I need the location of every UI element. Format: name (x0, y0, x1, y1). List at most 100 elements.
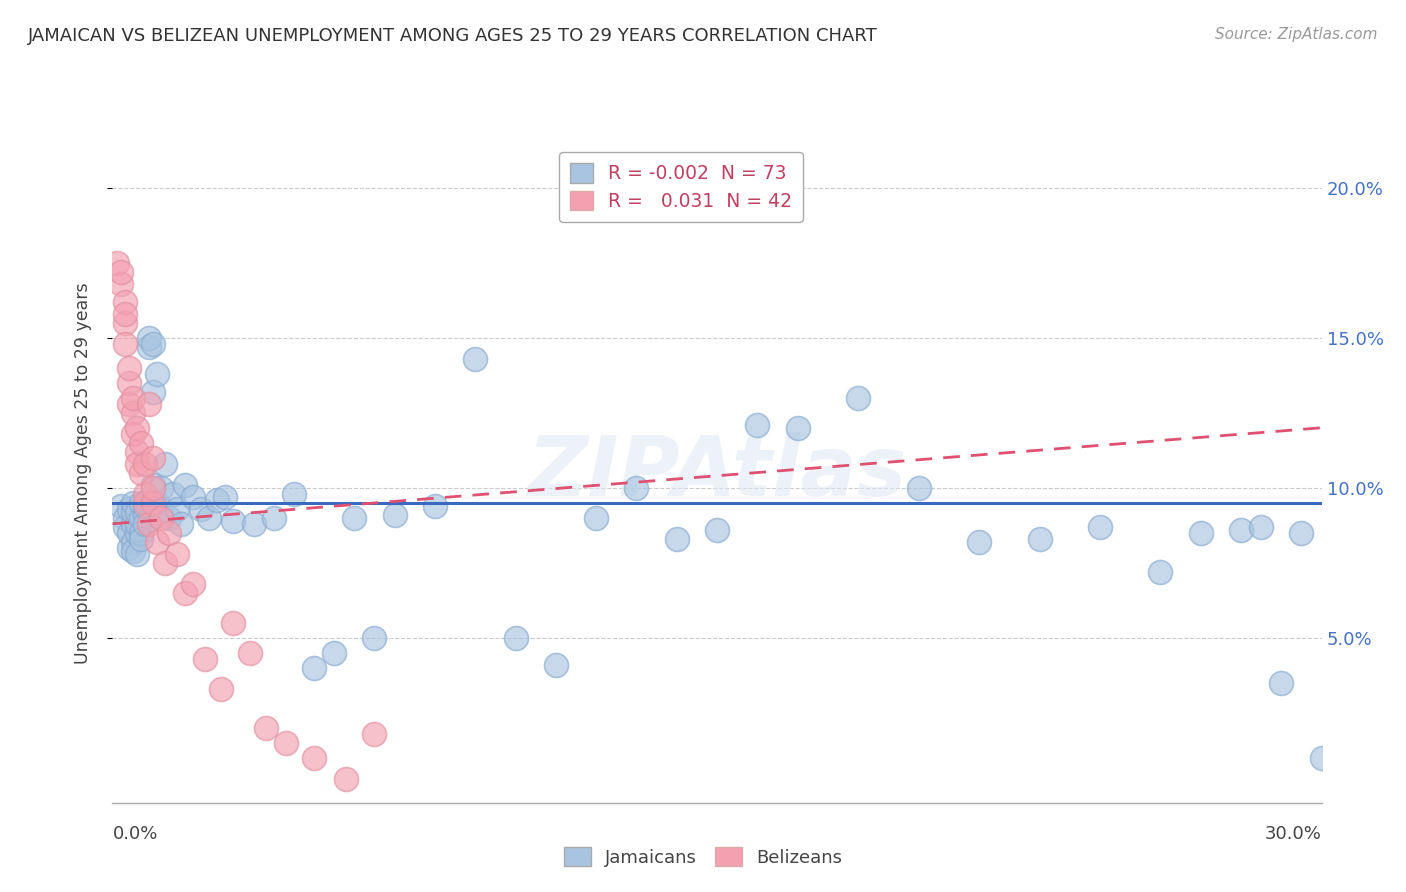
Y-axis label: Unemployment Among Ages 25 to 29 years: Unemployment Among Ages 25 to 29 years (73, 282, 91, 664)
Point (1028, 532, 1050, 546)
Point (114, 510, 136, 524)
Point (114, 520, 136, 534)
Text: JAMAICAN VS BELIZEAN UNEMPLOYMENT AMONG AGES 25 TO 29 YEARS CORRELATION CHART: JAMAICAN VS BELIZEAN UNEMPLOYMENT AMONG … (28, 27, 877, 45)
Point (846, 391, 869, 405)
Point (384, 508, 406, 522)
Point (125, 547, 148, 561)
Point (254, 721, 277, 735)
Point (222, 514, 245, 528)
Point (242, 516, 264, 531)
Point (505, 631, 527, 645)
Point (117, 360, 139, 375)
Point (114, 294, 136, 309)
Point (162, 487, 184, 501)
Point (125, 525, 148, 540)
Point (207, 492, 229, 507)
Point (190, 501, 212, 516)
Point (138, 516, 160, 531)
Point (363, 727, 385, 741)
Point (149, 510, 172, 524)
Point (121, 426, 143, 441)
Text: ZIPAtlas: ZIPAtlas (527, 433, 907, 513)
Point (125, 421, 148, 435)
Point (114, 316, 136, 330)
Point (166, 501, 188, 516)
Point (665, 532, 688, 546)
Point (121, 505, 143, 519)
Point (153, 457, 176, 471)
Legend: Jamaicans, Belizeans: Jamaicans, Belizeans (557, 840, 849, 874)
Point (121, 406, 143, 420)
Point (157, 525, 180, 540)
Point (134, 487, 156, 501)
Point (194, 652, 217, 666)
Text: Source: ZipAtlas.com: Source: ZipAtlas.com (1215, 27, 1378, 42)
Point (343, 510, 366, 524)
Point (967, 534, 990, 549)
Point (146, 367, 169, 381)
Point (117, 501, 139, 516)
Point (114, 336, 136, 351)
Point (1310, 751, 1333, 765)
Point (129, 532, 152, 546)
Point (544, 657, 567, 672)
Point (149, 481, 172, 495)
Point (181, 576, 204, 591)
Point (138, 340, 160, 354)
Point (214, 490, 236, 504)
Point (706, 523, 728, 537)
Point (125, 516, 148, 531)
Point (142, 336, 165, 351)
Legend: R = -0.002  N = 73, R =   0.031  N = 42: R = -0.002 N = 73, R = 0.031 N = 42 (558, 153, 803, 222)
Point (323, 646, 346, 660)
Point (142, 481, 165, 495)
Point (142, 477, 165, 491)
Point (129, 510, 152, 524)
Point (170, 516, 193, 531)
Point (134, 508, 156, 522)
Point (174, 477, 197, 491)
Point (134, 496, 156, 510)
Point (142, 450, 165, 465)
Point (142, 496, 165, 510)
Point (110, 499, 132, 513)
Point (114, 307, 136, 321)
Point (1230, 523, 1253, 537)
Point (146, 534, 169, 549)
Point (121, 534, 143, 549)
Point (1088, 520, 1111, 534)
Point (134, 499, 156, 513)
Point (786, 421, 808, 435)
Point (138, 331, 160, 345)
Point (129, 525, 152, 540)
Point (585, 510, 607, 524)
Point (121, 543, 143, 558)
Point (117, 376, 139, 390)
Point (1189, 525, 1212, 540)
Point (157, 510, 180, 524)
Point (181, 490, 204, 504)
Point (747, 417, 769, 432)
Point (110, 265, 132, 279)
Point (274, 736, 297, 750)
Point (464, 351, 486, 366)
Point (1291, 525, 1313, 540)
Point (125, 444, 148, 458)
Point (117, 525, 139, 540)
Point (302, 661, 325, 675)
Point (263, 510, 285, 524)
Point (238, 646, 260, 660)
Point (121, 516, 143, 531)
Point (363, 631, 385, 645)
Point (149, 501, 172, 516)
Point (121, 391, 143, 405)
Point (138, 397, 160, 411)
Point (125, 457, 148, 471)
Text: 0.0%: 0.0% (112, 825, 157, 843)
Point (423, 499, 446, 513)
Point (117, 541, 139, 555)
Point (174, 586, 197, 600)
Point (125, 505, 148, 519)
Point (129, 466, 152, 480)
Point (129, 496, 152, 510)
